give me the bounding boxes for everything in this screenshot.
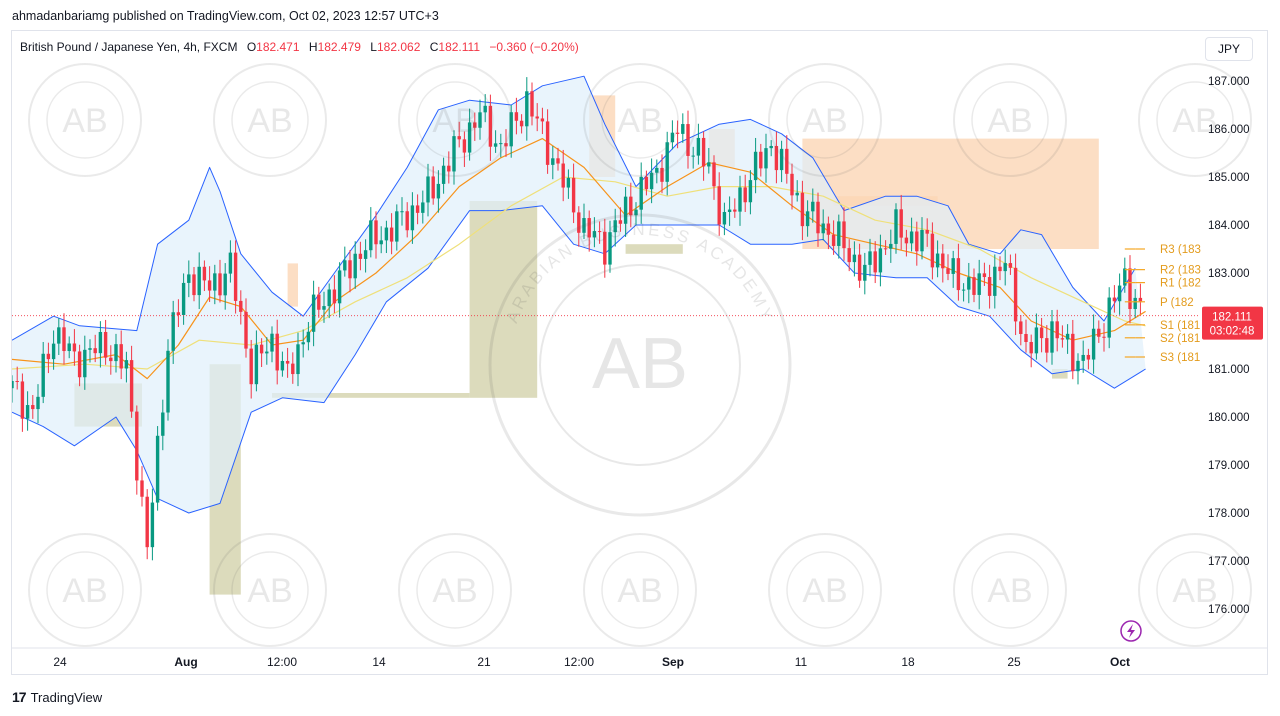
tradingview-brand: TradingView [30,689,103,705]
open-label: O [246,40,257,54]
tradingview-logo-icon: 17 [12,689,27,705]
change-value: −0.360 (−0.20%) [489,40,579,54]
currency-button[interactable]: JPY [1205,37,1253,61]
low-value: 182.062 [376,40,421,54]
tradingview-logo[interactable]: 17 TradingView [12,689,102,705]
low-label: L [370,40,377,54]
close-value: 182.111 [438,40,480,54]
open-value: 182.471 [256,40,300,54]
close-label: C [429,40,439,54]
chart-frame [11,30,1268,675]
published-by-text: ahmadanbariamg published on TradingView.… [12,9,439,23]
symbol-title[interactable]: British Pound / Japanese Yen, 4h, FXCM [20,40,238,54]
high-label: H [308,40,318,54]
symbol-legend[interactable]: British Pound / Japanese Yen, 4h, FXCM O… [20,40,579,54]
high-value: 182.479 [317,40,361,54]
